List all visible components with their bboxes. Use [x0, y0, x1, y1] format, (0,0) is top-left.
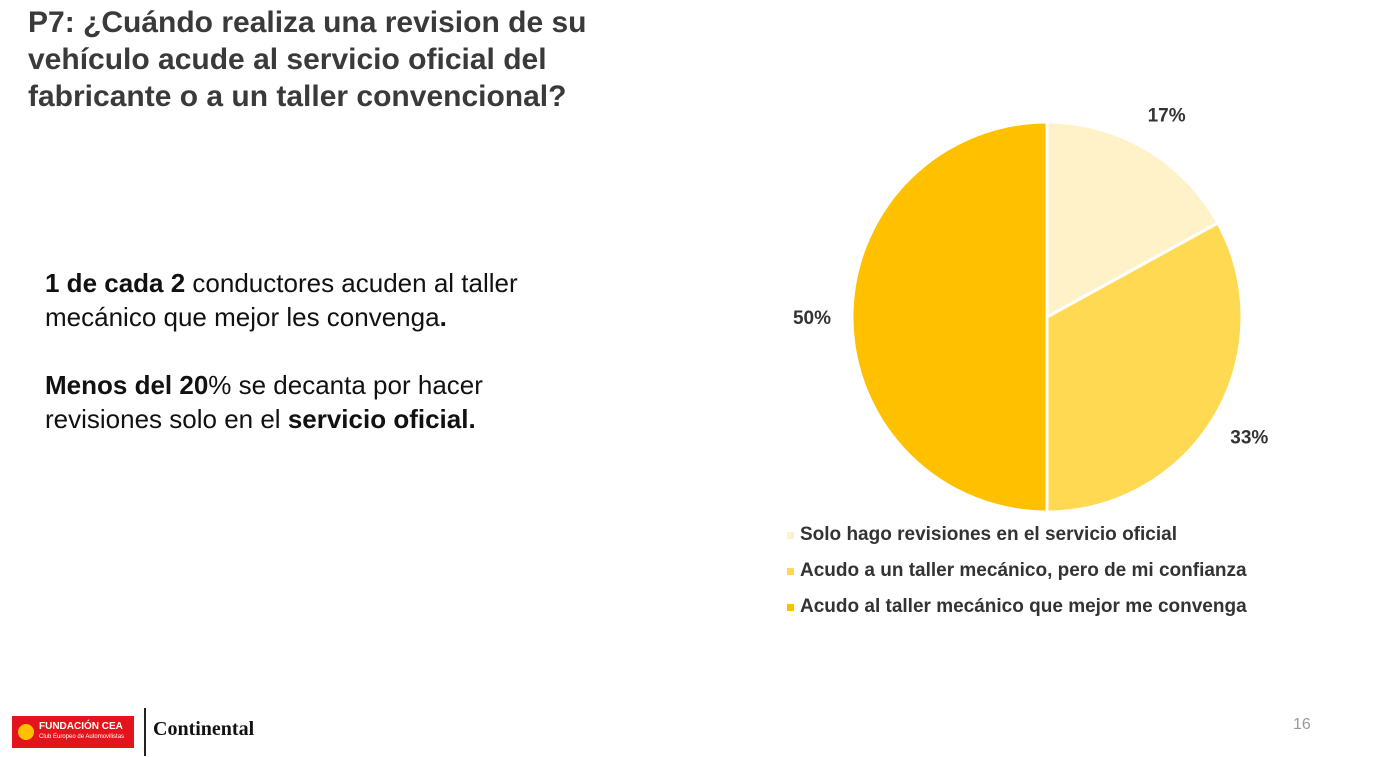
footer-divider — [144, 708, 146, 756]
page-title: P7: ¿Cuándo realiza una revision de su v… — [28, 6, 587, 113]
legend-item-2: Acudo a un taller mecánico, pero de mi c… — [787, 553, 1247, 589]
legend-swatch-2 — [787, 567, 794, 575]
fundacion-cea-logo: FUNDACIÓN CEA Club Europeo de Automovili… — [12, 716, 134, 748]
summary-paragraph-2-text: % se decanta por hacer revisiones solo e… — [45, 370, 483, 434]
legend-item-3: Acudo al taller mecánico que mejor me co… — [787, 589, 1247, 625]
highlight-ratio: 1 de cada 2 — [45, 268, 186, 298]
summary-paragraph-2: Menos del 20% se decanta por hacer revis… — [45, 368, 565, 436]
fundacion-cea-logo-text: FUNDACIÓN CEA Club Europeo de Automovili… — [39, 722, 124, 742]
fundacion-cea-logo-main: FUNDACIÓN CEA — [39, 721, 123, 732]
summary-paragraph-1-text: conductores acuden al taller mecánico qu… — [45, 268, 518, 332]
legend-item-1: Solo hago revisiones en el servicio ofic… — [787, 517, 1247, 553]
highlight-percent: Menos del 20 — [45, 370, 209, 400]
pie-slice-1 — [1045, 120, 1220, 320]
chart-legend: Solo hago revisiones en el servicio ofic… — [787, 517, 1247, 625]
sun-icon — [18, 724, 34, 740]
legend-label-1: Solo hago revisiones en el servicio ofic… — [800, 524, 1177, 545]
pie-slice-label-1: 17% — [1148, 106, 1186, 127]
pie-chart-svg: 17% 33% 50% — [793, 106, 1268, 514]
summary-text: 1 de cada 2 conductores acuden al taller… — [45, 266, 565, 470]
continental-logo: Continental — [153, 718, 255, 740]
legend-swatch-1 — [787, 531, 794, 539]
legend-label-3: Acudo al taller mecánico que mejor me co… — [800, 596, 1247, 617]
fundacion-cea-logo-sub: Club Europeo de Automovilistas — [39, 734, 125, 740]
pie-slice-2 — [1045, 221, 1244, 514]
page-number: 16 — [1293, 716, 1311, 733]
highlight-official-service: servicio oficial. — [287, 404, 476, 434]
legend-swatch-3 — [787, 603, 794, 611]
pie-slice-label-3: 50% — [793, 308, 831, 329]
pie-slice-3 — [850, 120, 1049, 514]
pie-slice-label-2: 33% — [1230, 428, 1268, 449]
summary-paragraph-1: 1 de cada 2 conductores acuden al taller… — [45, 266, 565, 334]
legend-label-2: Acudo a un taller mecánico, pero de mi c… — [800, 560, 1247, 581]
summary-paragraph-1-end: . — [439, 302, 447, 332]
pie-chart: 17% 33% 50% — [740, 100, 1380, 620]
